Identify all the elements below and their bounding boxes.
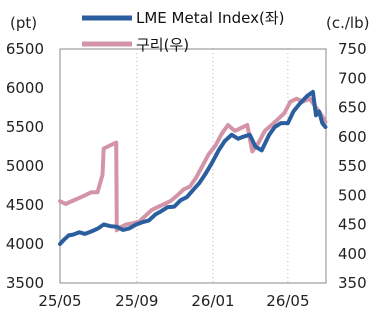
legend-label-copper: 구리(우) — [136, 36, 189, 54]
axis-layer: 25/05 25/09 26/01 26/05 3500 4000 4500 5000 5500… — [6, 40, 367, 310]
grid-layer — [59, 48, 327, 284]
y-left-tick-label: 3500 — [6, 274, 44, 292]
legend: LME Metal Index(좌) 구리(우) — [82, 9, 285, 54]
series-line-copper — [58, 96, 328, 233]
y-right-tick-label: 650 — [338, 99, 367, 117]
y-right-tick-label: 450 — [338, 216, 367, 234]
y-left-tick-label: 6000 — [6, 79, 44, 97]
x-tick-label: 25/09 — [115, 292, 158, 310]
legend-label-lme: LME Metal Index(좌) — [136, 9, 285, 27]
y-right-tick-label: 600 — [338, 128, 367, 146]
right-axis-unit: (c./lb) — [326, 14, 369, 32]
y-left-tick-label: 5000 — [6, 157, 44, 175]
y-left-tick-label: 4500 — [6, 196, 44, 214]
y-right-tick-label: 350 — [338, 274, 367, 292]
left-axis-unit: (pt) — [10, 14, 37, 32]
plot-frame — [59, 48, 327, 284]
y-right-tick-label: 700 — [338, 69, 367, 87]
y-right-tick-label: 750 — [338, 40, 367, 58]
x-tick-label: 26/01 — [191, 292, 234, 310]
y-right-tick-label: 400 — [338, 245, 367, 263]
y-right-tick-label: 500 — [338, 186, 367, 204]
x-tick-label: 25/05 — [38, 292, 81, 310]
y-right-tick-label: 550 — [338, 157, 367, 175]
series-line-lme — [58, 89, 328, 246]
x-tick-label: 26/05 — [266, 292, 309, 310]
y-left-tick-label: 6500 — [6, 40, 44, 58]
y-left-tick-label: 5500 — [6, 118, 44, 136]
y-left-tick-label: 4000 — [6, 235, 44, 253]
series-layer — [58, 89, 328, 246]
